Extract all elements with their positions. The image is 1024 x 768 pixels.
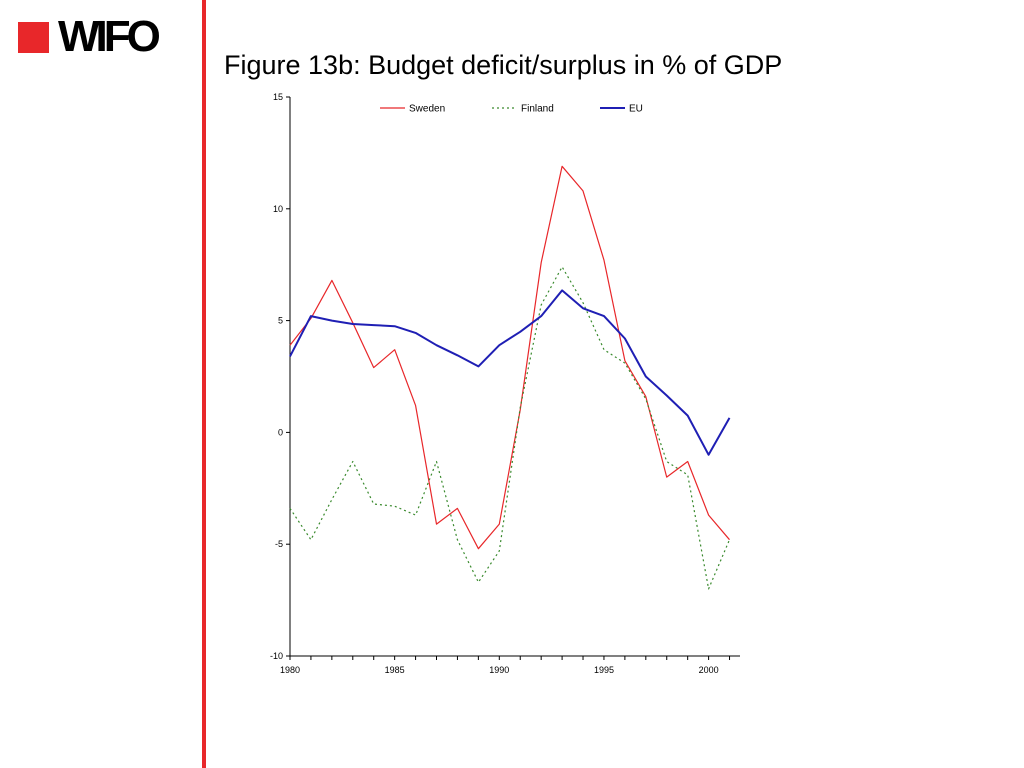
series-line-finland <box>289 266 731 590</box>
vertical-divider <box>202 0 206 768</box>
series-line-eu <box>289 289 731 456</box>
legend-label-sweden: Sweden <box>409 104 445 115</box>
x-tick-label: 1985 <box>385 665 405 675</box>
x-tick-label: 1980 <box>280 665 300 675</box>
slide-title: Figure 13b: Budget deficit/surplus in % … <box>224 50 783 80</box>
legend-label-eu: EU <box>629 104 643 115</box>
x-tick-label: 1995 <box>594 665 614 675</box>
x-tick-label: 1990 <box>489 665 509 675</box>
y-tick-label: 0 <box>278 427 283 437</box>
y-tick-label: 10 <box>273 204 283 214</box>
x-tick-label: 2000 <box>699 665 719 675</box>
y-tick-label: -5 <box>275 539 283 549</box>
logo-text: WIFO <box>58 12 161 61</box>
legend-label-finland: Finland <box>521 104 554 115</box>
y-tick-label: 5 <box>278 316 283 326</box>
y-tick-label: -10 <box>270 651 283 661</box>
logo-red-square <box>18 22 49 53</box>
y-tick-label: 15 <box>273 92 283 102</box>
series-line-sweden <box>289 165 730 550</box>
